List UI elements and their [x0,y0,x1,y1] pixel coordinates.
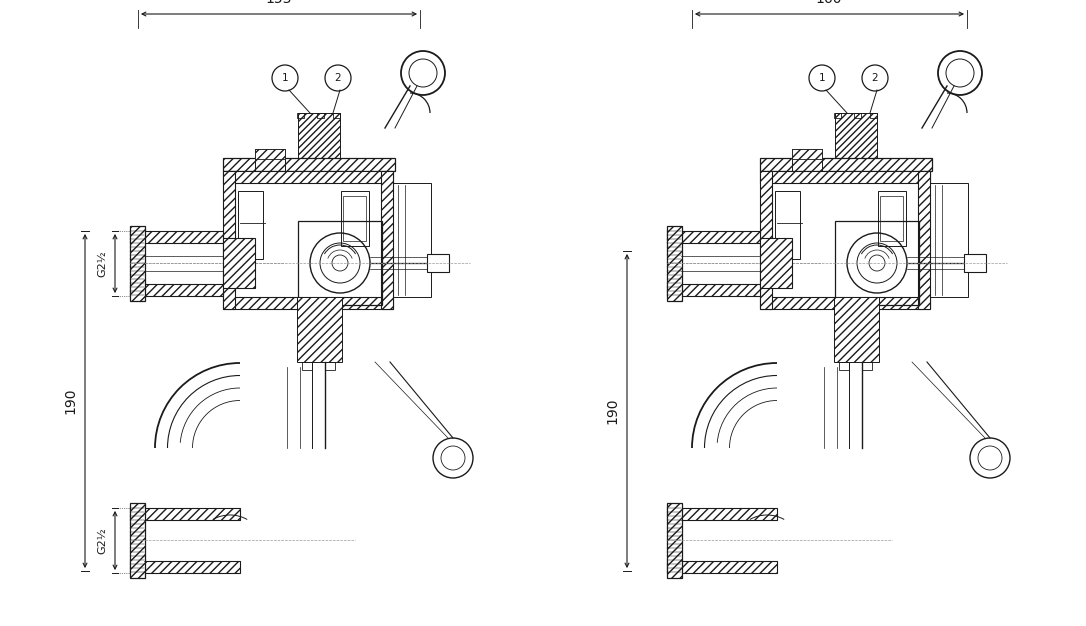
Bar [235,183,381,297]
Bar [341,191,369,246]
Bar [792,149,822,159]
Bar [834,113,841,118]
Bar [760,171,772,309]
Bar [839,362,849,370]
Bar [130,226,146,301]
Bar [667,231,760,243]
Bar [427,254,449,272]
Bar [238,191,263,259]
Bar [223,297,393,309]
Bar [255,149,285,171]
Bar [667,284,760,296]
Bar [302,362,312,370]
Bar [393,183,431,297]
Bar [223,171,235,309]
Text: 1: 1 [281,73,288,83]
Bar [130,508,240,520]
Bar [964,254,986,272]
Text: 153: 153 [266,0,292,6]
Bar [317,113,324,118]
Bar [667,561,776,573]
Bar [343,196,366,241]
Text: 190: 190 [605,398,619,424]
Bar [296,297,342,362]
Text: 160: 160 [816,0,843,6]
Bar [862,362,872,370]
Bar [835,113,877,168]
Bar [296,113,304,118]
Bar [667,508,776,520]
Bar [298,221,382,305]
Bar [760,297,930,309]
Bar [760,171,930,183]
Bar [834,297,879,362]
Text: 1: 1 [819,73,825,83]
Text: 2: 2 [872,73,879,83]
Bar [333,113,340,118]
Bar [381,171,393,309]
Text: G2½: G2½ [97,250,108,277]
Bar [223,238,255,288]
Bar [835,221,919,305]
Bar [870,113,877,118]
Bar [223,171,393,183]
Bar [298,113,340,168]
Text: 190: 190 [63,387,77,414]
Bar [775,191,800,259]
Bar [130,503,146,578]
Bar [667,503,682,578]
Bar [760,158,932,171]
Bar [792,149,822,171]
Bar [130,561,240,573]
Bar [930,183,968,297]
Bar [918,171,930,309]
Bar [854,113,861,118]
Text: 2: 2 [334,73,341,83]
Bar [255,149,285,159]
Bar [130,284,223,296]
Bar [877,191,906,246]
Bar [130,231,223,243]
Bar [223,158,395,171]
Text: G2½: G2½ [97,527,108,554]
Bar [772,183,918,297]
Bar [325,362,334,370]
Bar [760,238,792,288]
Bar [667,226,682,301]
Bar [880,196,902,241]
